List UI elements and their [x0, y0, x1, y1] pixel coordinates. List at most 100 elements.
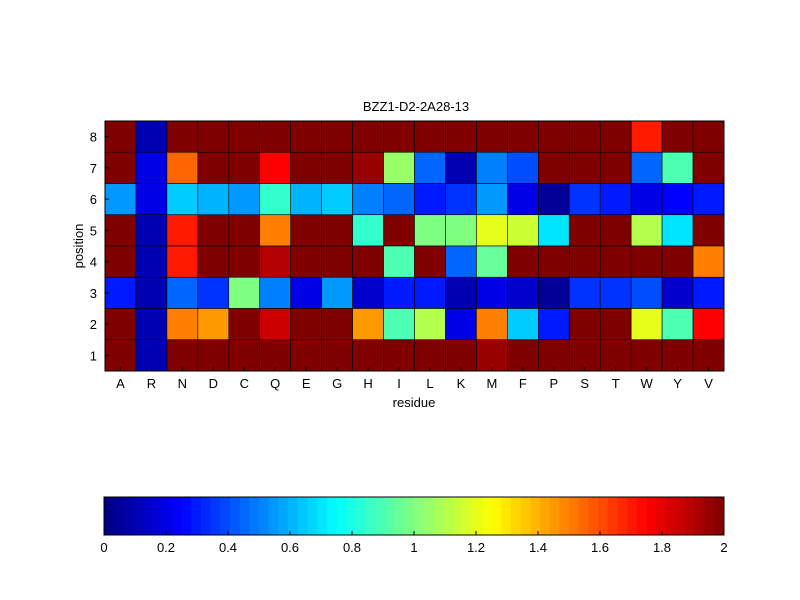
colorbar-segment	[152, 497, 163, 535]
heatmap-cell	[476, 183, 508, 216]
heatmap-cell	[599, 183, 632, 216]
heatmap-cell	[321, 245, 353, 278]
colorbar	[104, 497, 725, 535]
colorbar-segment	[481, 497, 492, 535]
colorbar-segment	[443, 497, 454, 535]
x-tick-label: S	[580, 376, 589, 391]
colorbar-segment	[239, 497, 250, 535]
heatmap-cell	[135, 151, 168, 184]
heatmap-cell	[197, 308, 230, 341]
heatmap-cell	[290, 151, 322, 184]
heatmap-cell	[692, 120, 725, 153]
heatmap-cell	[692, 214, 725, 247]
colorbar-segment	[520, 497, 531, 535]
colorbar-tick-label: 0.8	[343, 540, 361, 555]
heatmap-cell	[321, 276, 353, 309]
heatmap-cell	[352, 339, 384, 372]
heatmap-cell	[476, 339, 508, 372]
heatmap-cell	[166, 276, 199, 309]
colorbar-segment	[462, 497, 473, 535]
heatmap-cell	[197, 339, 230, 372]
heatmap-cell	[197, 151, 230, 184]
colorbar-segment	[259, 497, 270, 535]
heatmap-cell	[445, 245, 477, 278]
heatmap-cell	[568, 151, 601, 184]
heatmap-cell	[259, 245, 292, 278]
heatmap-cell	[228, 183, 261, 216]
colorbar-tick-label: 1.8	[653, 540, 671, 555]
heatmap-cell	[228, 151, 261, 184]
heatmap-cell	[383, 245, 415, 278]
heatmap-cell	[321, 120, 353, 153]
colorbar-tick-label: 0	[100, 540, 107, 555]
heatmap-cell	[352, 245, 384, 278]
heatmap-cell	[259, 151, 292, 184]
heatmap-cell	[630, 308, 663, 341]
heatmap-cell	[321, 308, 353, 341]
heatmap-cell	[166, 183, 199, 216]
colorbar-segment	[162, 497, 173, 535]
colorbar-segment	[104, 497, 115, 535]
heatmap-cell	[290, 214, 322, 247]
heatmap-cell	[166, 308, 199, 341]
heatmap-cell	[507, 183, 539, 216]
heatmap-cell	[476, 276, 508, 309]
colorbar-segment	[394, 497, 405, 535]
heatmap-cell	[104, 339, 137, 372]
x-tick-label: P	[549, 376, 558, 391]
heatmap-cell	[228, 214, 261, 247]
heatmap-cell	[321, 214, 353, 247]
heatmap-cell	[537, 339, 570, 372]
colorbar-segment	[472, 497, 483, 535]
heatmap-cell	[599, 151, 632, 184]
colorbar-segment	[607, 497, 618, 535]
heatmap-cell	[445, 308, 477, 341]
heatmap-cell	[383, 214, 415, 247]
heatmap-cell	[197, 183, 230, 216]
heatmap-cell	[290, 183, 322, 216]
heatmap-cell	[661, 120, 694, 153]
heatmap-cell	[352, 214, 384, 247]
colorbar-segment	[200, 497, 212, 535]
colorbar-segment	[404, 497, 415, 535]
heatmap-cell	[135, 339, 168, 372]
colorbar-segment	[191, 497, 202, 535]
heatmap-cell	[135, 120, 168, 153]
heatmap-cell	[352, 183, 384, 216]
colorbar-segment	[220, 497, 231, 535]
heatmap-cell	[599, 276, 632, 309]
heatmap-cell	[661, 245, 694, 278]
heatmap-cell	[445, 214, 477, 247]
heatmap-cell	[692, 308, 725, 341]
heatmap-cell	[352, 308, 384, 341]
heatmap-cell	[166, 120, 199, 153]
colorbar-segment	[598, 497, 609, 535]
colorbar-segment	[510, 497, 522, 535]
heatmap-cell	[568, 308, 601, 341]
heatmap-cell	[352, 151, 384, 184]
heatmap-cell	[228, 339, 261, 372]
heatmap-cell	[507, 308, 539, 341]
heatmap-cell	[383, 308, 415, 341]
colorbar-segment	[268, 497, 279, 535]
heatmap-cell	[383, 151, 415, 184]
heatmap-cell	[414, 120, 446, 153]
x-tick-label: K	[457, 376, 466, 391]
x-tick-label: F	[519, 376, 527, 391]
heatmap-cell	[104, 151, 137, 184]
colorbar-segment	[384, 497, 396, 535]
x-tick-label: I	[397, 376, 401, 391]
heatmap-cell	[290, 245, 322, 278]
heatmap-cell	[476, 308, 508, 341]
colorbar-segment	[171, 497, 182, 535]
heatmap-cell	[197, 245, 230, 278]
x-tick-label: D	[209, 376, 218, 391]
heatmap-cell	[104, 120, 137, 153]
colorbar-segment	[656, 497, 667, 535]
colorbar-tick-label: 0.4	[219, 540, 237, 555]
heatmap-cell	[228, 308, 261, 341]
heatmap-cell	[568, 120, 601, 153]
heatmap-cell	[135, 245, 168, 278]
heatmap-cell	[166, 151, 199, 184]
heatmap-cell	[568, 183, 601, 216]
